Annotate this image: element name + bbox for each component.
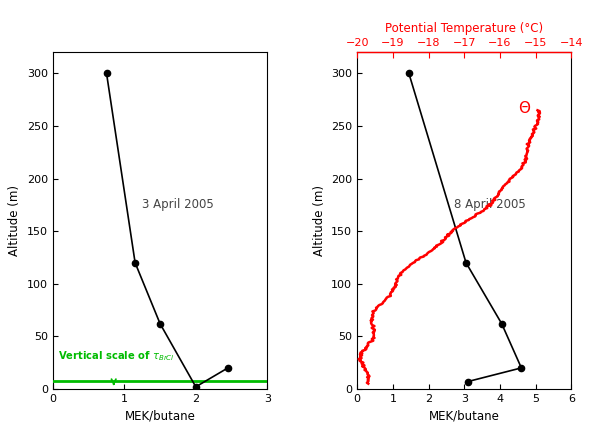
X-axis label: MEK/butane: MEK/butane <box>125 409 196 422</box>
X-axis label: Potential Temperature (°C): Potential Temperature (°C) <box>385 22 543 35</box>
Text: 3 April 2005: 3 April 2005 <box>143 198 214 212</box>
Text: Vertical scale of $\tau_{BrCl}$: Vertical scale of $\tau_{BrCl}$ <box>58 349 175 363</box>
X-axis label: MEK/butane: MEK/butane <box>429 409 499 422</box>
Text: $\Theta$: $\Theta$ <box>518 101 531 116</box>
Y-axis label: Altitude (m): Altitude (m) <box>313 185 326 256</box>
Text: 8 April 2005: 8 April 2005 <box>454 198 525 212</box>
Y-axis label: Altitude (m): Altitude (m) <box>8 185 21 256</box>
